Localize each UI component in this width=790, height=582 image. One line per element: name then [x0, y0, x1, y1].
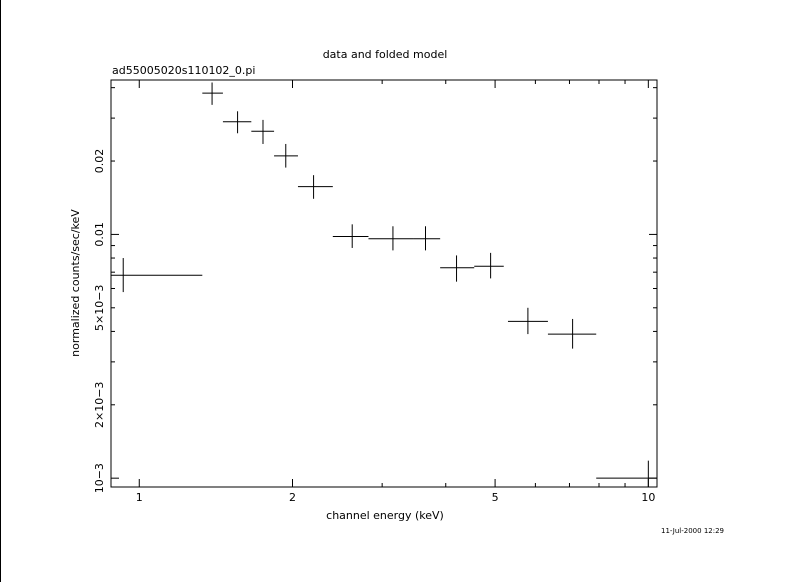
data-point — [368, 226, 414, 251]
data-point — [251, 119, 275, 144]
y-axis: 10−3 2×10−3 5×10−3 0.01 0.02 — [93, 87, 657, 493]
data-point — [297, 175, 333, 199]
y-axis-label: normalized counts/sec/keV — [69, 209, 82, 357]
chart-subtitle: ad55005020s110102_0.pi — [112, 64, 255, 77]
data-point — [507, 307, 548, 335]
y-tick-label: 2×10−3 — [93, 382, 106, 428]
data-point — [274, 143, 298, 168]
chart-title: data and folded model — [323, 48, 448, 61]
window-edge — [0, 0, 1, 582]
data-point — [440, 255, 475, 282]
data-point — [474, 252, 504, 279]
x-axis-label: channel energy (keV) — [326, 509, 444, 522]
y-tick-label: 5×10−3 — [93, 285, 106, 331]
data-point — [222, 111, 252, 134]
data-point — [332, 224, 369, 248]
data-point — [596, 460, 657, 487]
plot-frame — [110, 79, 658, 488]
data-points — [111, 82, 657, 487]
data-point — [202, 82, 223, 105]
y-tick-label: 10−3 — [93, 463, 106, 493]
data-point — [413, 226, 441, 251]
data-point — [547, 318, 597, 349]
x-tick-label: 2 — [289, 491, 296, 504]
data-point — [111, 258, 203, 293]
x-tick-label: 10 — [641, 491, 655, 504]
x-tick-label: 5 — [492, 491, 499, 504]
x-tick-label: 1 — [136, 491, 143, 504]
timestamp: 11-Jul-2000 12:29 — [661, 527, 724, 535]
y-tick-label: 0.02 — [93, 149, 106, 174]
y-tick-label: 0.01 — [93, 222, 106, 247]
x-axis: 1 2 5 10 — [136, 80, 655, 504]
